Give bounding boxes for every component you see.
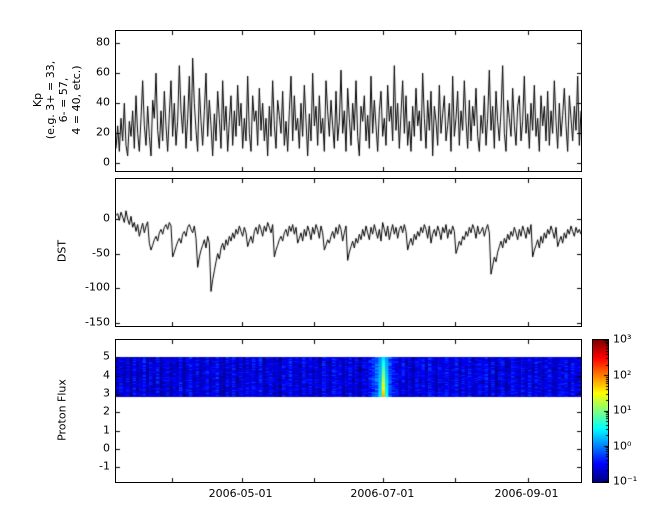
colorbar xyxy=(592,339,609,483)
flux-y-tick-label: -1 xyxy=(99,459,110,473)
dst-panel xyxy=(115,178,582,327)
flux-y-tick-label: 4 xyxy=(103,368,110,382)
kp-y-tick-label: 80 xyxy=(96,35,110,49)
kp-plot-canvas xyxy=(116,31,581,171)
flux-y-tick-label: 1 xyxy=(103,423,110,437)
colorbar-tick-label: 10³ xyxy=(613,332,632,346)
dst-y-tick-label: -50 xyxy=(92,246,110,260)
proton-flux-spectrogram-canvas xyxy=(116,340,581,482)
kp-y-tick-label: 40 xyxy=(96,95,110,109)
kp-y-tick-label: 0 xyxy=(103,155,110,169)
colorbar-tick-label: 10² xyxy=(613,368,632,381)
kp-y-axis-label-line: (e.g. 3+ = 33, xyxy=(44,60,57,140)
kp-y-tick-label: 20 xyxy=(96,125,110,139)
dst-y-tick-label: -100 xyxy=(85,280,110,294)
dst-y-tick-label: 0 xyxy=(103,211,110,225)
flux-y-tick-label: 0 xyxy=(103,441,110,455)
x-tick-label: 2006-05-01 xyxy=(208,487,273,500)
x-tick-label: 2006-09-01 xyxy=(494,487,559,500)
flux-y-tick-label: 2 xyxy=(103,404,110,418)
dst-plot-canvas xyxy=(116,179,581,326)
flux-y-tick-label: 5 xyxy=(103,349,110,363)
colorbar-tick-label: 10¹ xyxy=(613,403,632,417)
kp-y-axis-label-line: Kp xyxy=(31,92,44,108)
colorbar-canvas xyxy=(593,340,608,482)
dst-y-tick-label: -150 xyxy=(85,315,110,329)
colorbar-tick-label: 10⁰ xyxy=(613,439,632,452)
proton-flux-panel xyxy=(115,339,582,483)
kp-y-tick-label: 60 xyxy=(96,65,110,79)
kp-panel xyxy=(115,30,582,172)
flux-y-tick-label: 3 xyxy=(103,386,110,400)
dst-y-axis-label: DST xyxy=(55,239,69,263)
x-tick-label: 2006-07-01 xyxy=(350,487,415,500)
colorbar-tick-label: 10⁻¹ xyxy=(613,474,638,488)
proton-flux-y-axis-label: Proton Flux xyxy=(55,379,69,441)
